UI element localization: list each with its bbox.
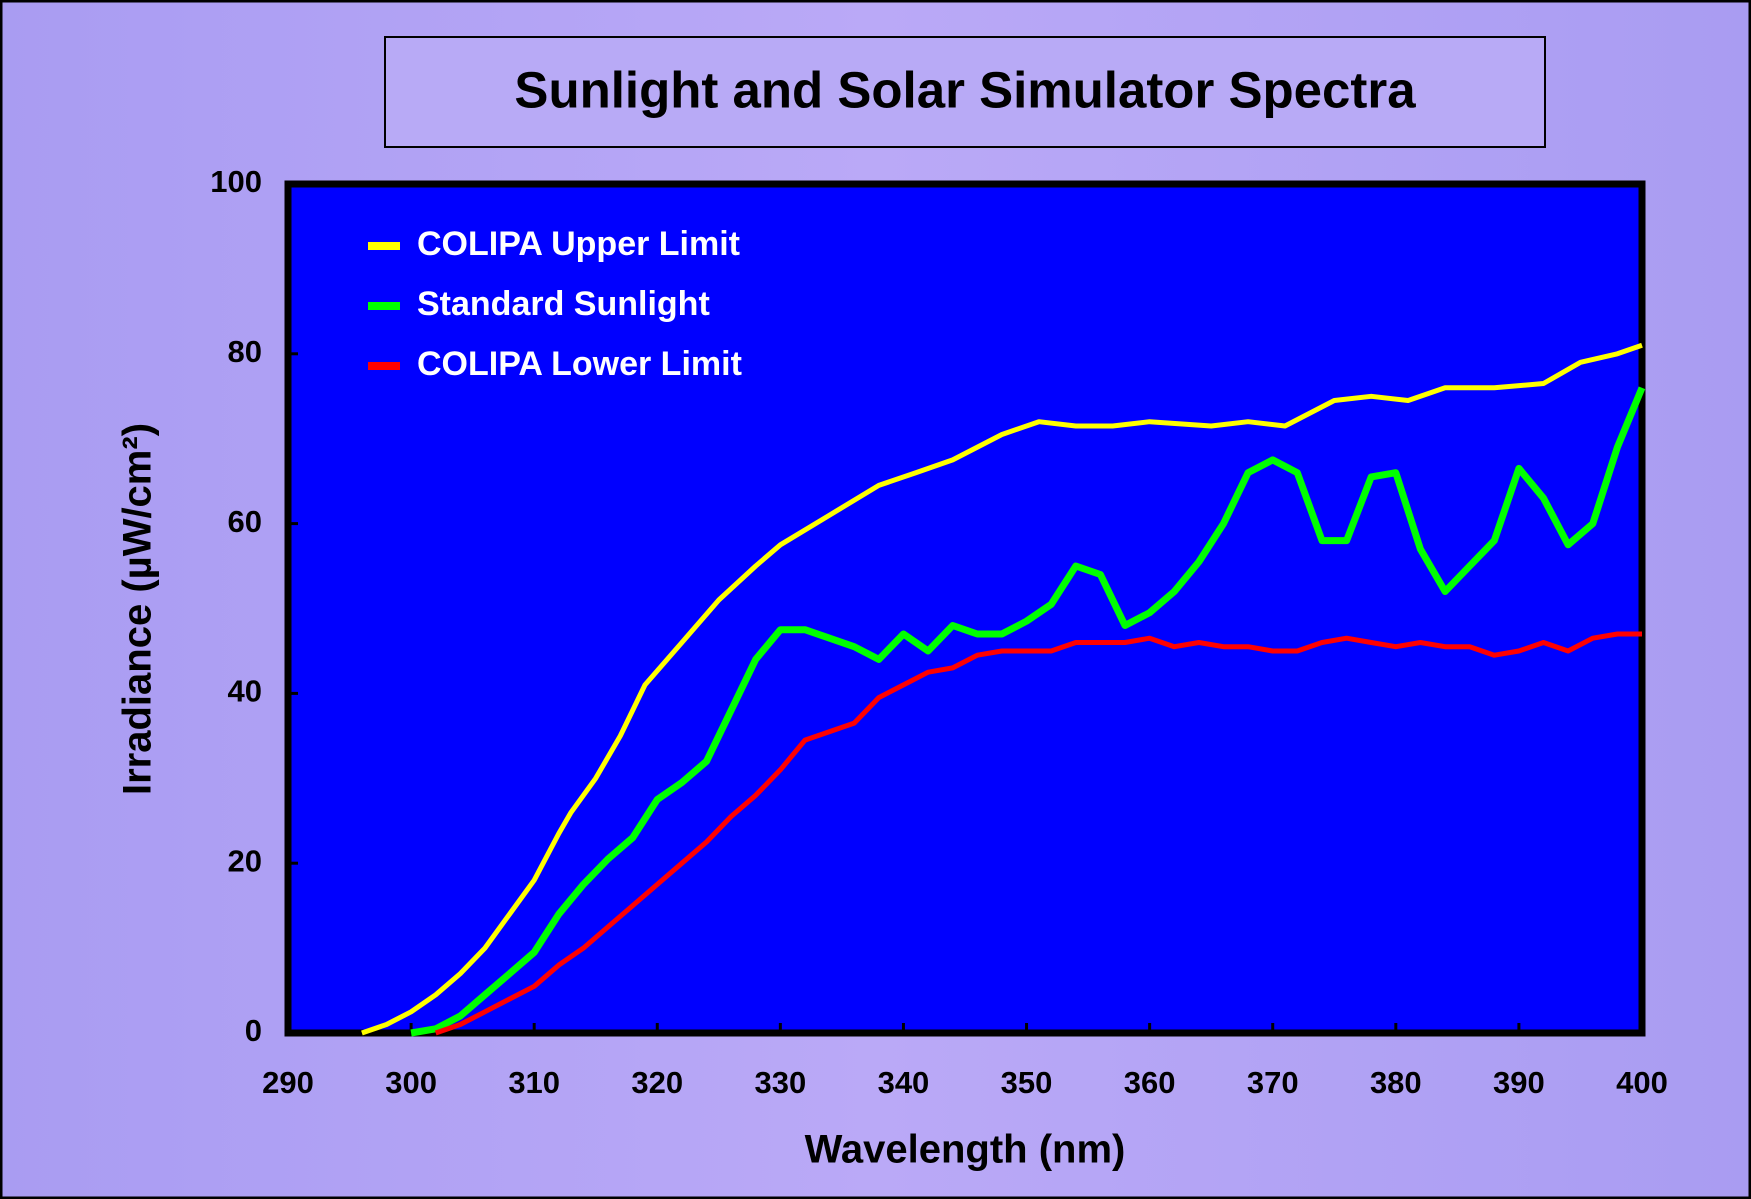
x-tick-label: 320 xyxy=(631,1065,683,1100)
legend-label: COLIPA Upper Limit xyxy=(417,225,740,263)
series-line xyxy=(361,342,1643,1036)
x-tick-label: 310 xyxy=(508,1065,560,1100)
y-tick-label: 100 xyxy=(210,164,262,199)
y-tick-label: 20 xyxy=(228,843,262,878)
x-tick-label: 330 xyxy=(754,1065,806,1100)
series-line xyxy=(434,631,1642,1036)
y-axis-label: Irradiance (µW/cm²) xyxy=(116,423,160,795)
chart-title: Sunlight and Solar Simulator Spectra xyxy=(514,61,1416,118)
x-tick-label: 400 xyxy=(1616,1065,1668,1100)
x-tick-label: 340 xyxy=(878,1065,930,1100)
x-tick-label: 370 xyxy=(1247,1065,1299,1100)
title-box xyxy=(384,36,1546,148)
x-tick-label: 360 xyxy=(1124,1065,1176,1100)
y-tick-label: 40 xyxy=(228,674,262,709)
y-tick-label: 60 xyxy=(228,504,262,539)
y-tick-label: 80 xyxy=(228,334,262,369)
legend-label: Standard Sunlight xyxy=(417,285,710,323)
x-tick-label: 290 xyxy=(262,1065,314,1100)
x-axis-label: Wavelength (nm) xyxy=(805,1128,1126,1172)
series-line xyxy=(410,386,1646,1037)
y-tick-label: 0 xyxy=(245,1013,262,1048)
legend-label: COLIPA Lower Limit xyxy=(417,345,742,383)
plot-area xyxy=(284,180,1646,1037)
x-tick-label: 380 xyxy=(1370,1065,1422,1100)
x-tick-label: 350 xyxy=(1001,1065,1053,1100)
x-tick-label: 390 xyxy=(1493,1065,1545,1100)
x-tick-label: 300 xyxy=(385,1065,437,1100)
